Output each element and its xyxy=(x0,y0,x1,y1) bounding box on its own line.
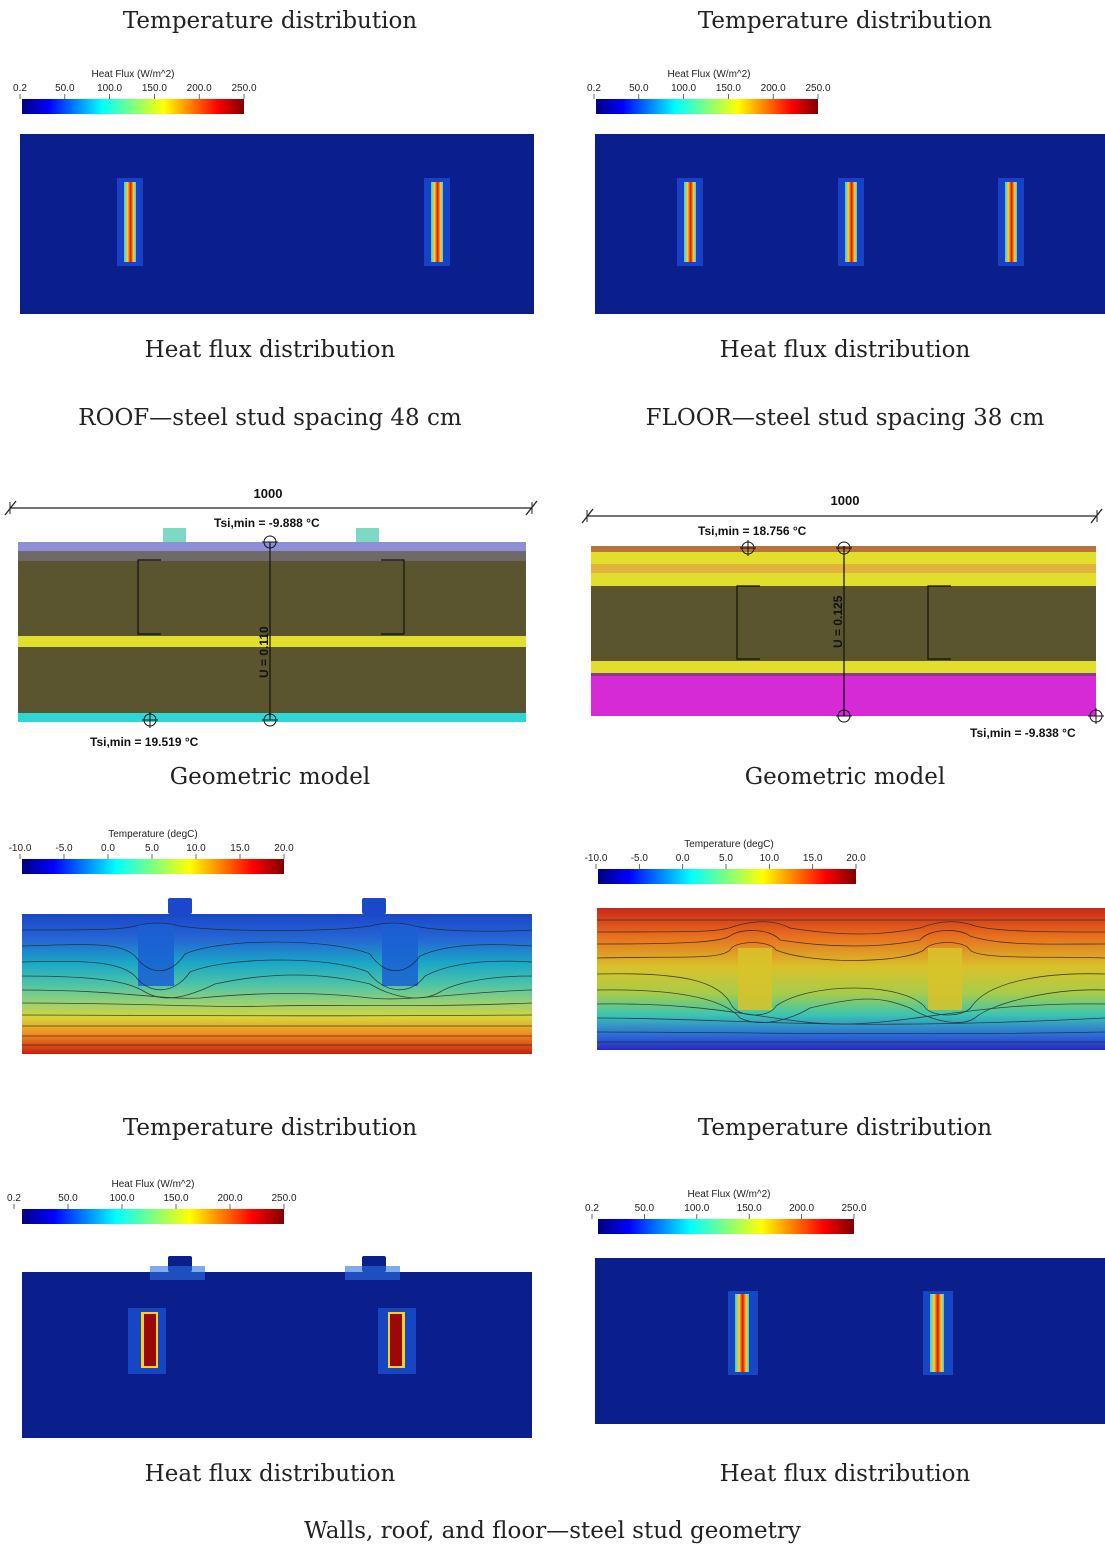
u-value-label: U = 0.110 xyxy=(257,626,271,678)
floor-heat-flux-plot: Heat Flux (W/m^2) 0.2 50.0 100.0 150.0 200.0… xyxy=(580,1186,1105,1442)
roof-temperature-plot: Temperature (degC) -10.0 -5.0 0.0 5.0 10.0 15… xyxy=(0,826,545,1060)
legend-tick-label: -10.0 xyxy=(9,843,32,854)
legend-tick-label: 5.0 xyxy=(145,843,159,854)
legend-tick-label: 15.0 xyxy=(803,853,823,864)
legend-title: Temperature (degC) xyxy=(684,839,773,850)
legend-title: Heat Flux (W/m^2) xyxy=(687,1189,770,1200)
tsi-bottom-label: Tsi,min = 19.519 °C xyxy=(90,735,199,749)
legend-tick-label: 50.0 xyxy=(635,1203,655,1214)
stud-hotspot-2 xyxy=(424,178,450,266)
dimension-label: 1000 xyxy=(831,493,860,508)
legend-colorbar xyxy=(22,1209,284,1224)
legend-title: Heat Flux (W/m^2) xyxy=(91,69,174,80)
u-value-label: U = 0.125 xyxy=(831,595,845,648)
stud-hotspot-2 xyxy=(838,178,864,266)
legend-tick-label: 20.0 xyxy=(846,853,866,864)
legend-tick-label: 15.0 xyxy=(230,843,250,854)
legend-colorbar xyxy=(598,1219,854,1234)
heat-flux-plot-floor-top: Heat Flux (W/m^2) 0.2 50.0 100.0 150.0 200.0… xyxy=(580,66,1105,318)
legend-colorbar xyxy=(596,99,818,114)
legend-tick-label: 100.0 xyxy=(97,83,122,94)
caption-geometric-model-left: Geometric model xyxy=(169,764,371,790)
legend-tick-label: 10.0 xyxy=(760,853,780,864)
stud-hotspot-1 xyxy=(677,178,703,266)
legend-tick-label: 150.0 xyxy=(163,1193,188,1204)
legend-tick-label: 200.0 xyxy=(217,1193,242,1204)
floor-section-title: FLOOR—steel stud spacing 38 cm xyxy=(645,405,1045,431)
figure-caption: Walls, roof, and floor—steel stud geomet… xyxy=(304,1518,801,1544)
temperature-legend: Temperature (degC) -10.0 -5.0 0.0 5.0 10.0 15… xyxy=(9,829,294,874)
legend-tick-label: 20.0 xyxy=(274,843,294,854)
floor-temperature-plot: Temperature (degC) -10.0 -5.0 0.0 5.0 10.0 15… xyxy=(580,836,1105,1060)
tsi-top-label: Tsi,min = -9.888 °C xyxy=(214,516,320,530)
legend-tick-label: -10.0 xyxy=(585,853,608,864)
roof-section-title: ROOF—steel stud spacing 48 cm xyxy=(78,405,462,431)
legend-title: Heat Flux (W/m^2) xyxy=(111,1179,194,1190)
flux-field xyxy=(595,1258,1105,1424)
caption-temperature-right: Temperature distribution xyxy=(697,1115,993,1141)
legend-tick-label: 0.0 xyxy=(676,853,690,864)
caption-heat-flux-1-right: Heat flux distribution xyxy=(719,337,971,363)
legend-tick-label: -5.0 xyxy=(631,853,649,864)
legend-tick-label: 250.0 xyxy=(271,1193,296,1204)
stud-hotspot-3 xyxy=(998,178,1024,266)
floor-geometric-model: 1000 Tsi,min = 18.756 °C Tsi,min = -9.83… xyxy=(575,478,1105,750)
legend-tick-label: -5.0 xyxy=(55,843,73,854)
roof-geometric-model: 1000 Tsi,min = -9.888 °C Tsi,min = 19.51… xyxy=(0,478,545,750)
legend-title: Heat Flux (W/m^2) xyxy=(667,69,750,80)
legend-tick-label: 10.0 xyxy=(186,843,206,854)
legend-tick-label: 100.0 xyxy=(684,1203,709,1214)
legend-tick-label: 150.0 xyxy=(142,83,167,94)
heat-flux-legend: Heat Flux (W/m^2) 0.2 50.0 100.0 150.0 200.0… xyxy=(587,69,831,114)
tsi-bottom-label: Tsi,min = -9.838 °C xyxy=(970,726,1076,740)
caption-temperature-top-right: Temperature distribution xyxy=(697,8,993,34)
temperature-field xyxy=(22,914,532,1054)
heat-flux-legend: Heat Flux (W/m^2) 0.2 50.0 100.0 150.0 200.0… xyxy=(585,1189,867,1234)
legend-tick-label: 0.2 xyxy=(7,1193,21,1204)
caption-temperature-left: Temperature distribution xyxy=(122,1115,418,1141)
legend-tick-label: 50.0 xyxy=(58,1193,78,1204)
legend-tick-label: 200.0 xyxy=(761,83,786,94)
legend-colorbar xyxy=(22,859,284,874)
legend-tick-label: 200.0 xyxy=(187,83,212,94)
legend-tick-label: 200.0 xyxy=(789,1203,814,1214)
legend-tick-label: 250.0 xyxy=(231,83,256,94)
stud-hotspot-1 xyxy=(728,1291,758,1375)
stud-hotspot-2 xyxy=(923,1291,953,1375)
roof-heat-flux-plot: Heat Flux (W/m^2) 0.2 50.0 100.0 150.0 200.0… xyxy=(0,1176,545,1442)
stud-hotspot-1 xyxy=(117,178,143,266)
legend-tick-label: 0.2 xyxy=(587,83,601,94)
legend-tick-label: 0.2 xyxy=(13,83,27,94)
legend-tick-label: 0.2 xyxy=(585,1203,599,1214)
caption-temperature-top-left: Temperature distribution xyxy=(122,8,418,34)
legend-colorbar xyxy=(598,869,856,884)
dimension-label: 1000 xyxy=(254,486,283,501)
legend-colorbar xyxy=(22,99,244,114)
legend-tick-label: 150.0 xyxy=(716,83,741,94)
temperature-legend: Temperature (degC) -10.0 -5.0 0.0 5.0 10.0 15… xyxy=(585,839,866,884)
legend-tick-label: 50.0 xyxy=(55,83,75,94)
caption-heat-flux-2-left: Heat flux distribution xyxy=(144,1461,396,1487)
flux-field xyxy=(22,1272,532,1438)
tsi-top-label: Tsi,min = 18.756 °C xyxy=(698,524,807,538)
legend-tick-label: 100.0 xyxy=(109,1193,134,1204)
legend-tick-label: 250.0 xyxy=(841,1203,866,1214)
legend-tick-label: 100.0 xyxy=(671,83,696,94)
legend-tick-label: 250.0 xyxy=(805,83,830,94)
caption-heat-flux-2-right: Heat flux distribution xyxy=(719,1461,971,1487)
heat-flux-legend: Heat Flux (W/m^2) 0.2 50.0 100.0 150.0 200.0… xyxy=(13,69,257,114)
legend-title: Temperature (degC) xyxy=(108,829,197,840)
caption-heat-flux-1-left: Heat flux distribution xyxy=(144,337,396,363)
stud-hotspot-1 xyxy=(128,1308,166,1374)
flux-field xyxy=(20,134,534,314)
heat-flux-plot-roof-top: Heat Flux (W/m^2) 0.2 50.0 100.0 150.0 200.0… xyxy=(0,66,545,318)
heat-flux-legend: Heat Flux (W/m^2) 0.2 50.0 100.0 150.0 200.0… xyxy=(7,1179,297,1224)
caption-geometric-model-right: Geometric model xyxy=(744,764,946,790)
legend-tick-label: 150.0 xyxy=(737,1203,762,1214)
legend-tick-label: 50.0 xyxy=(629,83,649,94)
legend-tick-label: 5.0 xyxy=(719,853,733,864)
legend-tick-label: 0.0 xyxy=(101,843,115,854)
stud-hotspot-2 xyxy=(378,1308,416,1374)
